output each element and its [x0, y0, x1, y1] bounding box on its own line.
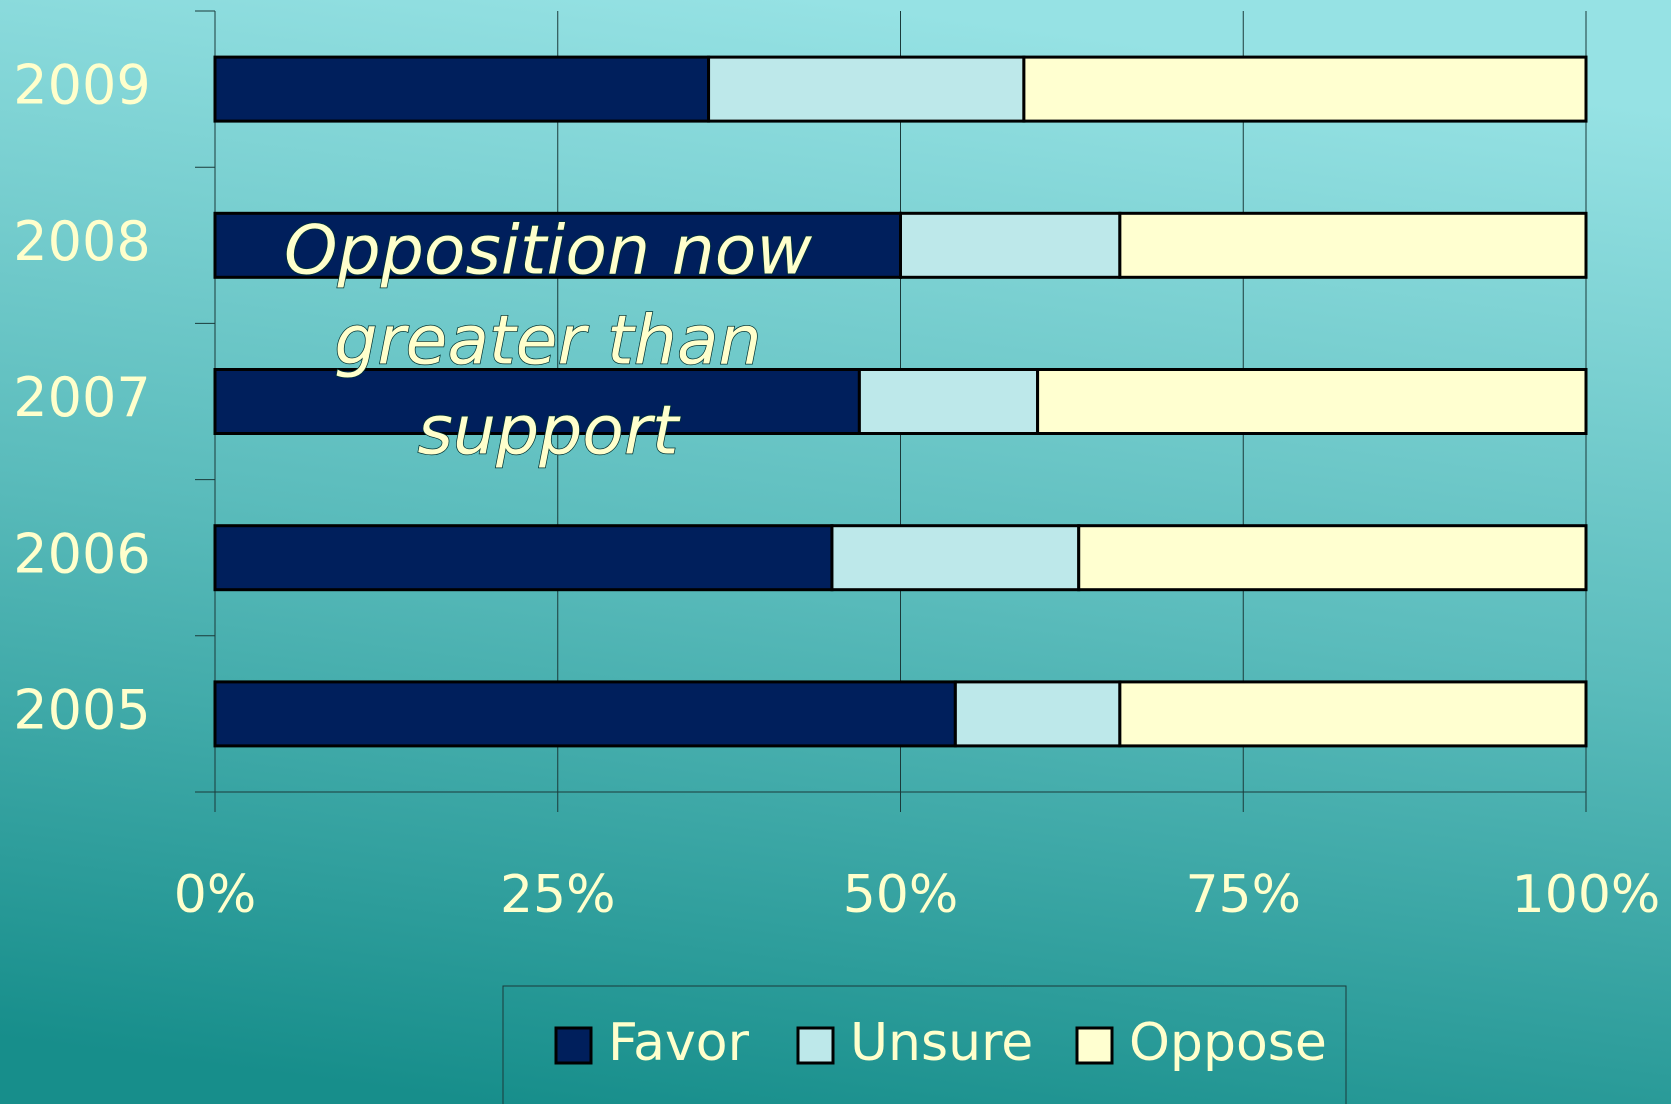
- x-tick-label: 100%: [1512, 865, 1661, 925]
- y-tick-label: 2007: [13, 366, 150, 429]
- y-tick-label: 2006: [13, 522, 150, 585]
- legend-swatch: [1075, 1026, 1114, 1065]
- bar-segment: [1077, 524, 1588, 592]
- bar-segment: [213, 524, 834, 592]
- x-tick-label: 50%: [843, 865, 959, 925]
- legend-label: Unsure: [850, 1013, 1033, 1073]
- bar-segment: [213, 55, 711, 123]
- bar-segment: [213, 680, 957, 748]
- bar-segment: [830, 524, 1081, 592]
- annotation: support: [417, 392, 680, 471]
- bar-segment: [1022, 55, 1588, 123]
- bar-segment: [1118, 680, 1588, 748]
- legend-swatch: [554, 1026, 593, 1065]
- bar-segment: [1036, 368, 1588, 435]
- legend-box: [502, 985, 1347, 1104]
- bar-segment: [899, 211, 1122, 279]
- x-tick-label: 75%: [1185, 865, 1301, 925]
- bar-segment: [707, 55, 1026, 123]
- y-tick-label: 2009: [13, 54, 150, 117]
- annotation: Opposition now: [284, 212, 812, 291]
- bar-segment: [213, 368, 861, 435]
- legend-label: Oppose: [1129, 1013, 1327, 1073]
- x-tick-label: 0%: [174, 865, 257, 925]
- y-tick-label: 2008: [13, 210, 150, 273]
- legend-label: Favor: [608, 1013, 750, 1073]
- legend-swatch: [796, 1026, 835, 1065]
- bar-segment: [857, 368, 1040, 435]
- bar-segment: [953, 680, 1122, 748]
- y-tick-label: 2005: [13, 679, 150, 742]
- x-tick-label: 25%: [500, 865, 616, 925]
- annotation: greater than: [334, 302, 761, 381]
- bar-segment: [1118, 211, 1588, 279]
